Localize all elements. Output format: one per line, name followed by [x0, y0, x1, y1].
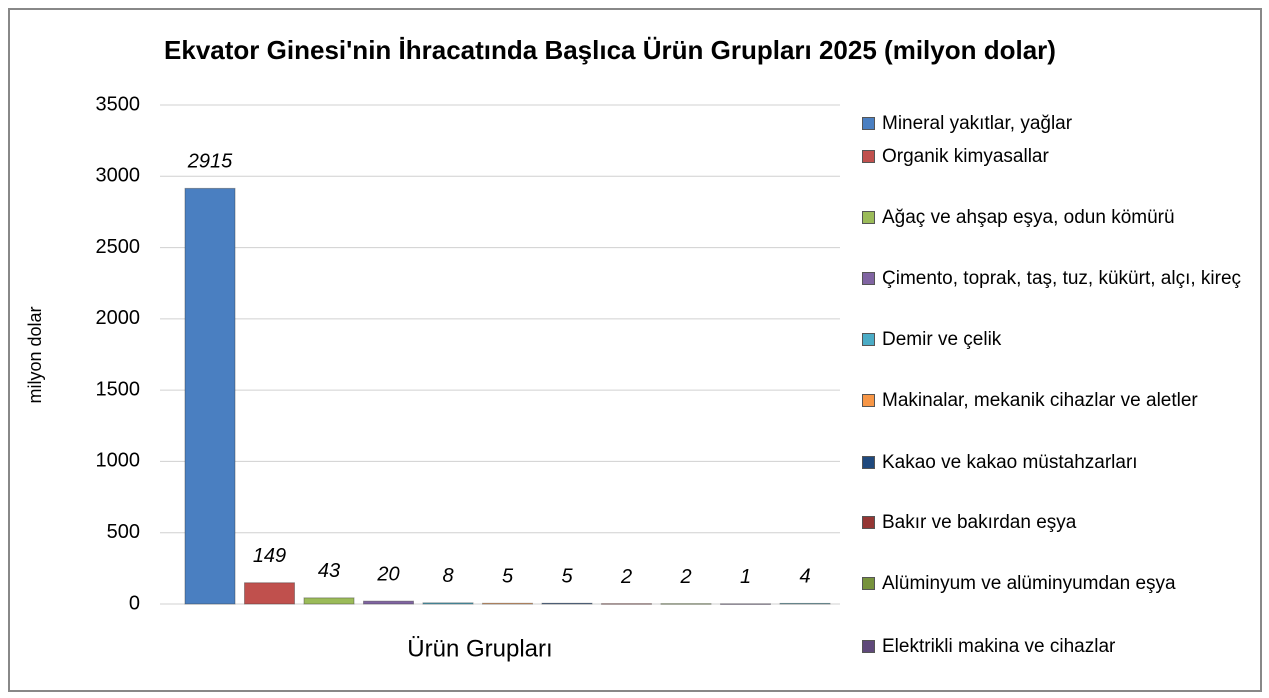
bar: [601, 603, 652, 605]
y-tick-label: 1500: [96, 378, 141, 400]
bar: [303, 597, 355, 605]
data-label: 8: [442, 565, 453, 587]
legend-entry: Makinalar, mekanik cihazlar ve aletler: [862, 389, 1262, 412]
legend-label: Mineral yakıtlar, yağlar: [882, 113, 1073, 134]
bar: [184, 187, 236, 605]
legend-entry: Elektrikli makina ve cihazlar: [862, 635, 1262, 658]
legend-entry: Mineral yakıtlar, yağlar: [862, 112, 1262, 135]
bar: [541, 602, 593, 605]
y-tick-label: 500: [107, 521, 140, 543]
bar: [779, 602, 831, 605]
legend-entry: Bakır ve bakırdan eşya: [862, 511, 1262, 534]
data-label: 5: [561, 566, 573, 588]
legend-label: Ağaç ve ahşap eşya, odun kömürü: [882, 207, 1175, 228]
y-tick-label: 3000: [96, 165, 141, 187]
legend-swatch: [862, 394, 875, 407]
data-label: 20: [376, 563, 399, 585]
y-axis-title: milyon dolar: [25, 306, 45, 403]
bar: [720, 603, 771, 605]
legend-swatch: [862, 272, 875, 285]
data-label: 1: [740, 566, 751, 588]
legend-swatch: [862, 516, 875, 529]
legend-entry: Ağaç ve ahşap eşya, odun kömürü: [862, 206, 1262, 229]
legend-entry: Organik kimyasallar: [862, 145, 1262, 168]
legend-entry: Demir ve çelik: [862, 328, 1262, 351]
legend-label: Demir ve çelik: [882, 329, 1002, 350]
legend-entry: Kakao ve kakao müstahzarları: [862, 451, 1262, 474]
bar: [482, 602, 533, 605]
legend-label: Organik kimyasallar: [882, 146, 1049, 167]
data-label: 2: [679, 566, 691, 588]
legend-entry: Alüminyum ve alüminyumdan eşya: [862, 572, 1262, 595]
bar: [660, 603, 712, 605]
bar: [363, 600, 414, 605]
bar: [422, 602, 474, 605]
legend-swatch: [862, 117, 875, 130]
y-tick-label: 0: [129, 592, 140, 614]
legend-label: Kakao ve kakao müstahzarları: [882, 452, 1138, 473]
legend-swatch: [862, 577, 875, 590]
legend-swatch: [862, 150, 875, 163]
legend-swatch: [862, 333, 875, 346]
legend-label: Bakır ve bakırdan eşya: [882, 512, 1077, 533]
legend-label: Çimento, toprak, taş, tuz, kükürt, alçı,…: [882, 268, 1242, 289]
y-tick-label: 1000: [96, 450, 141, 472]
data-label: 4: [799, 566, 810, 588]
x-axis-title: Ürün Grupları: [407, 635, 552, 662]
chart-frame: [8, 8, 1262, 692]
y-tick-label: 3500: [96, 93, 141, 115]
legend-label: Alüminyum ve alüminyumdan eşya: [882, 573, 1176, 594]
legend-label: Makinalar, mekanik cihazlar ve aletler: [882, 390, 1198, 411]
data-label: 2915: [187, 151, 233, 173]
data-label: 2: [620, 566, 632, 588]
bar: [244, 582, 295, 605]
legend-swatch: [862, 211, 875, 224]
legend-swatch: [862, 640, 875, 653]
y-tick-label: 2000: [96, 307, 141, 329]
data-label: 149: [253, 545, 286, 567]
legend-entry: Çimento, toprak, taş, tuz, kükürt, alçı,…: [862, 267, 1262, 290]
data-label: 43: [318, 560, 340, 582]
legend-label: Elektrikli makina ve cihazlar: [882, 636, 1116, 657]
y-tick-label: 2500: [96, 236, 141, 258]
data-label: 5: [502, 566, 514, 588]
legend-swatch: [862, 456, 875, 469]
chart-title: Ekvator Ginesi'nin İhracatında Başlıca Ü…: [164, 35, 1056, 65]
